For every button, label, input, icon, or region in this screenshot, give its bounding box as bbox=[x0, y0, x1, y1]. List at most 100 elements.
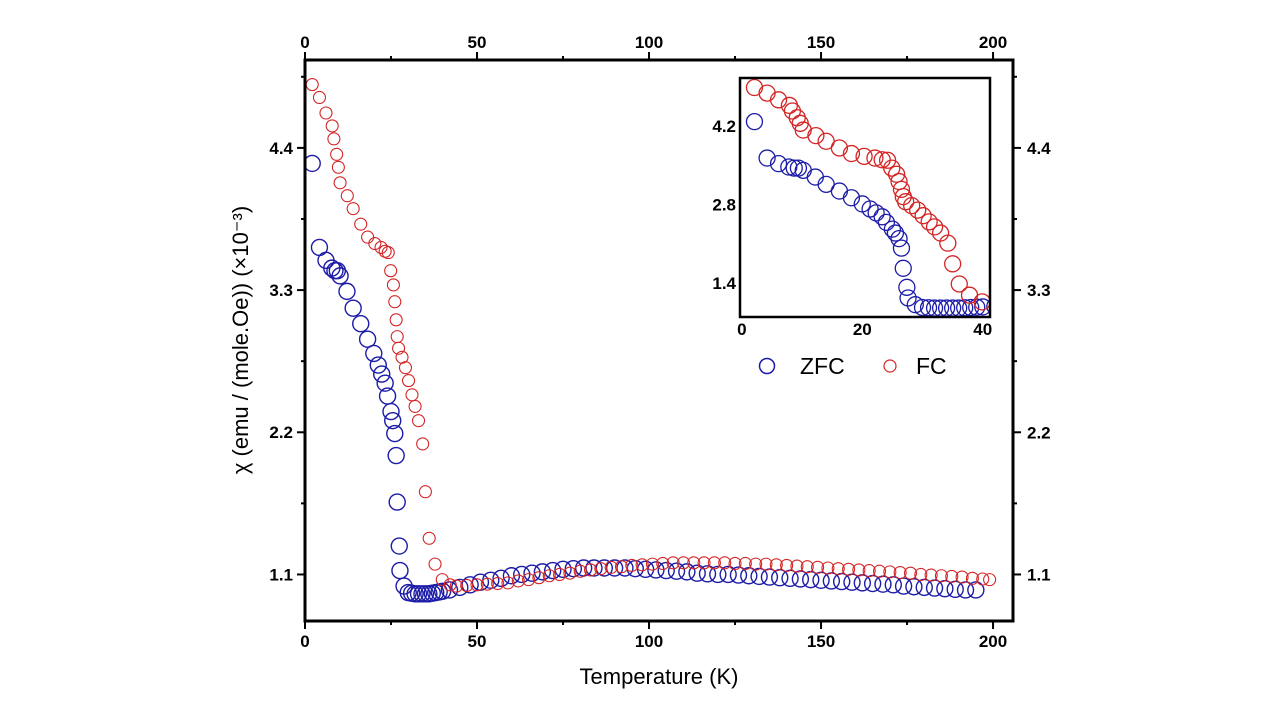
inset-data-point-zfc bbox=[780, 158, 798, 176]
inset-data-point-zfc bbox=[898, 278, 916, 296]
data-point-fc bbox=[955, 570, 969, 584]
data-point-fc bbox=[470, 578, 484, 592]
inset-frame bbox=[738, 76, 992, 319]
inset-data-point-zfc bbox=[758, 149, 776, 167]
inset-data-point-fc bbox=[830, 139, 849, 157]
right-y-tick-label: 3.3 bbox=[1027, 281, 1051, 300]
data-point-fc bbox=[460, 578, 474, 593]
legend: ZFC FC bbox=[758, 353, 947, 379]
inset-data-point-zfc bbox=[842, 189, 861, 207]
data-point-zfc bbox=[647, 561, 665, 579]
x-tick-label: 0 bbox=[300, 632, 309, 651]
y-tick-label: 1.1 bbox=[269, 565, 293, 584]
data-point-fc bbox=[707, 556, 721, 570]
data-point-fc bbox=[325, 119, 339, 133]
data-point-fc bbox=[398, 361, 413, 375]
data-point-fc bbox=[522, 573, 536, 587]
data-point-fc bbox=[656, 556, 670, 571]
data-point-zfc bbox=[409, 585, 428, 603]
data-point-fc bbox=[852, 563, 866, 577]
top-x-tick-label: 200 bbox=[979, 33, 1007, 52]
inset-data-point-zfc bbox=[894, 259, 912, 277]
data-point-zfc bbox=[482, 571, 500, 589]
legend-marker-zfc bbox=[758, 357, 776, 375]
inset-data-point-zfc bbox=[861, 200, 879, 218]
inset-data-point-zfc bbox=[962, 298, 980, 317]
inset-plot-points bbox=[745, 78, 990, 317]
data-point-fc bbox=[594, 562, 608, 576]
data-point-fc bbox=[340, 189, 354, 203]
data-point-fc bbox=[553, 567, 567, 582]
data-point-fc bbox=[604, 560, 618, 574]
data-point-fc bbox=[800, 560, 814, 574]
data-point-fc bbox=[361, 230, 375, 244]
data-point-zfc bbox=[382, 402, 400, 421]
data-point-zfc bbox=[967, 581, 985, 599]
inset-data-point-fc bbox=[769, 91, 788, 109]
data-point-zfc bbox=[373, 365, 391, 383]
data-point-zfc bbox=[492, 569, 510, 588]
data-point-fc bbox=[749, 557, 763, 571]
x-tick-label: 150 bbox=[807, 632, 835, 651]
top-x-tick-label: 100 bbox=[635, 33, 663, 52]
data-point-zfc bbox=[698, 565, 717, 583]
data-point-fc bbox=[443, 578, 457, 592]
data-point-fc bbox=[374, 240, 388, 254]
data-point-zfc bbox=[387, 446, 405, 465]
data-point-fc bbox=[354, 217, 368, 231]
data-point-fc bbox=[614, 560, 629, 574]
data-point-fc bbox=[511, 574, 525, 588]
data-point-fc bbox=[769, 558, 783, 572]
data-point-zfc bbox=[388, 493, 406, 511]
data-point-fc bbox=[319, 106, 333, 120]
data-point-fc bbox=[903, 566, 918, 580]
data-point-fc bbox=[687, 556, 701, 570]
data-point-fc bbox=[738, 556, 752, 571]
inset-data-point-zfc bbox=[986, 299, 990, 314]
data-point-fc bbox=[386, 278, 400, 292]
data-point-fc bbox=[821, 561, 835, 575]
inset-plot: 0 20 40 1.4 2.8 4.2 bbox=[712, 76, 992, 339]
inset-data-point-fc bbox=[897, 193, 915, 211]
inset-data-point-zfc bbox=[974, 298, 990, 316]
data-point-zfc bbox=[331, 267, 349, 285]
top-x-tick-label: 50 bbox=[468, 33, 487, 52]
inset-data-point-fc bbox=[903, 196, 921, 215]
data-point-fc bbox=[305, 78, 319, 92]
data-point-fc bbox=[893, 565, 907, 580]
data-point-fc bbox=[402, 374, 416, 388]
data-point-zfc bbox=[533, 563, 552, 581]
inset-data-point-zfc bbox=[906, 296, 924, 314]
legend-label-fc: FC bbox=[916, 353, 947, 379]
data-point-zfc bbox=[416, 585, 435, 603]
inset-data-point-fc bbox=[883, 159, 901, 177]
data-point-fc bbox=[811, 560, 825, 574]
data-point-fc bbox=[480, 577, 494, 591]
inset-data-point-zfc bbox=[913, 298, 932, 317]
inset-data-point-fc bbox=[973, 293, 990, 311]
data-point-zfc bbox=[513, 565, 531, 584]
data-point-fc bbox=[965, 571, 979, 585]
inset-data-point-fc bbox=[892, 180, 911, 199]
data-point-fc bbox=[728, 556, 742, 571]
y-axis-title: χ (emu / (mole.Oe)) (×10⁻³) bbox=[228, 206, 253, 474]
data-point-zfc bbox=[451, 578, 469, 597]
inset-data-point-zfc bbox=[892, 239, 911, 257]
data-point-fc bbox=[411, 414, 426, 428]
data-point-zfc bbox=[440, 581, 459, 599]
inset-data-point-fc bbox=[950, 275, 968, 293]
data-point-fc bbox=[945, 569, 959, 583]
data-point-zfc bbox=[406, 585, 424, 603]
data-point-fc bbox=[422, 531, 436, 545]
data-point-fc bbox=[418, 485, 432, 499]
data-point-fc bbox=[790, 559, 804, 573]
y-tick-label: 2.2 bbox=[269, 423, 293, 442]
data-point-zfc bbox=[365, 344, 383, 363]
data-point-fc bbox=[346, 202, 360, 216]
top-x-tick-label: 0 bbox=[300, 33, 309, 52]
inset-data-point-fc bbox=[794, 121, 812, 139]
data-point-fc bbox=[666, 556, 680, 570]
x-tick-label: 40 bbox=[973, 320, 992, 339]
